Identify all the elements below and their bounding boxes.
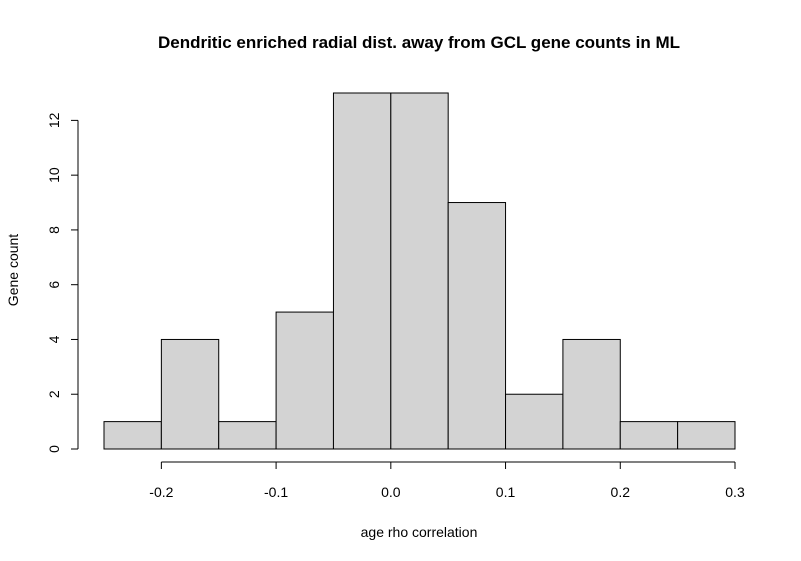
x-tick-label: 0.2 (611, 484, 631, 500)
histogram-bar (275, 311, 334, 450)
x-tick-label: -0.2 (149, 484, 173, 500)
x-tick-label: 0.0 (381, 484, 401, 500)
y-tick-label: 4 (46, 335, 62, 343)
x-axis: -0.2 -0.1 0.0 0.1 0.2 0.3 (149, 461, 745, 500)
histogram-bar (160, 338, 220, 450)
y-axis-label: Gene count (5, 234, 21, 306)
y-tick-label: 10 (46, 167, 62, 183)
bars-group (103, 92, 736, 450)
histogram-bar (447, 202, 507, 450)
histogram-bar (505, 393, 564, 450)
y-tick-label: 6 (46, 281, 62, 289)
histogram-bar (619, 421, 679, 450)
histogram-bar (562, 338, 621, 450)
chart-title: Dendritic enriched radial dist. away fro… (158, 33, 680, 52)
x-axis-label: age rho correlation (361, 524, 478, 540)
histogram-bar (677, 421, 736, 450)
y-tick-label: 12 (46, 112, 62, 128)
histogram-bar (218, 421, 277, 450)
y-axis: 0 2 4 6 8 10 12 (46, 112, 79, 453)
histogram-bar (390, 92, 449, 450)
y-tick-label: 0 (46, 445, 62, 453)
x-tick-label: 0.3 (725, 484, 745, 500)
y-tick-label: 2 (46, 390, 62, 398)
x-tick-label: -0.1 (264, 484, 288, 500)
histogram-bar (103, 421, 162, 450)
y-tick-label: 8 (46, 226, 62, 234)
x-tick-label: 0.1 (496, 484, 516, 500)
histogram-bar (332, 92, 392, 450)
